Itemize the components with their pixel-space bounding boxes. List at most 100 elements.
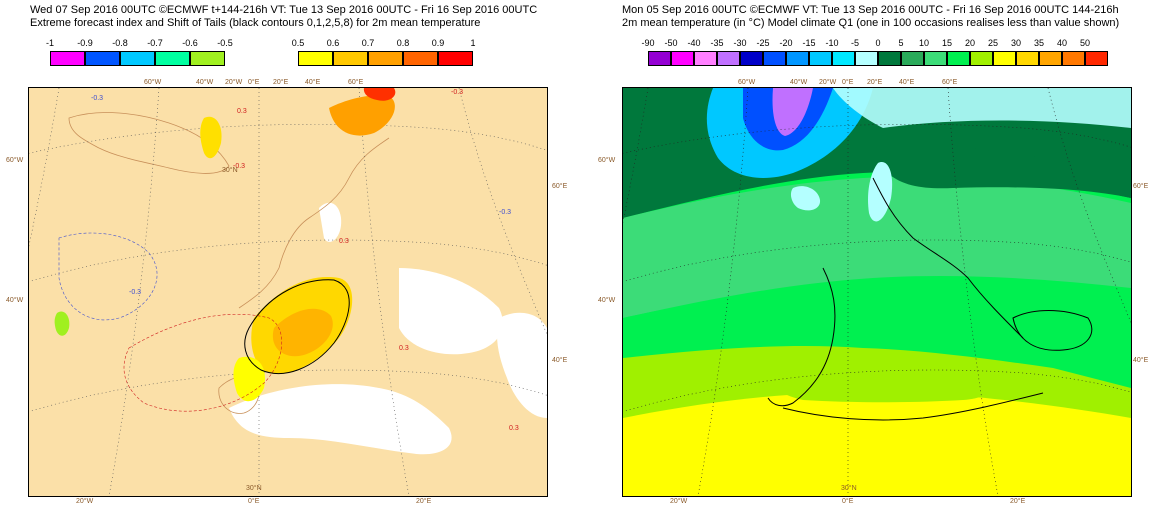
contour-label: 0.3 [509, 425, 519, 432]
greenland-coastline [68, 112, 230, 174]
europe-west-coastline [767, 267, 836, 407]
graticule [623, 88, 1131, 496]
lon-label-top: 20°W [819, 79, 837, 86]
temperature-legend-swatch [1062, 51, 1085, 66]
lon-label-top: 20°E [867, 79, 883, 86]
contour-label: -0.3 [129, 289, 141, 296]
lat-label-inner: 30°N [841, 484, 857, 492]
temperature-legend-tick-label: -25 [756, 38, 770, 48]
temperature-legend-swatch [740, 51, 763, 66]
temperature-legend-tick-label: 40 [1056, 38, 1068, 48]
temperature-legend-swatch [855, 51, 878, 66]
temperature-legend: -90 -50 -40 -35 -30 -25 -20 -15 -10 -5 0 5 10 15 20 25 3… [641, 38, 1108, 70]
contour-label: 0.3 [399, 345, 409, 352]
lon-label-top: 20°W [225, 79, 243, 86]
efi-cool-atlantic [54, 311, 70, 336]
climate-title-line2: 2m mean temperature (in °C) Model climat… [622, 17, 1120, 29]
lon-label-top: 60°E [942, 79, 958, 86]
temperature-legend-swatch [671, 51, 694, 66]
temperature-legend-swatch [648, 51, 671, 66]
lon-label-top: 20°E [273, 79, 289, 86]
temperature-legend-tick-label: -15 [802, 38, 816, 48]
iceland [790, 186, 821, 211]
temperature-legend-swatch [763, 51, 786, 66]
lon-label-bottom: 0°E [842, 498, 854, 505]
efi-neg-legend-swatch [50, 51, 85, 66]
temperature-legend-tick-label: -90 [641, 38, 655, 48]
temperature-legend-tick-label: -20 [779, 38, 793, 48]
temperature-legend-tick-label: 5 [898, 38, 904, 48]
lon-label-top: 60°W [738, 79, 756, 86]
lon-label-top: 60°W [144, 79, 162, 86]
mediterranean-sea [229, 384, 452, 455]
efi-neg-legend-tick-label: -1 [45, 38, 55, 48]
lon-label-bottom: 20°W [76, 498, 94, 505]
lon-label-top: 40°W [790, 79, 808, 86]
lat-label-right: 40°E [552, 357, 568, 364]
efi-pos-legend-tick-label: 0.7 [361, 38, 375, 48]
temperature-legend-swatch [786, 51, 809, 66]
temperature-legend-tick-label: 30 [1010, 38, 1022, 48]
black-sea [399, 268, 503, 355]
efi-positive-legend: 0.5 0.6 0.7 0.8 0.9 1 [292, 38, 478, 70]
efi-neg-legend-tick-label: -0.7 [147, 38, 163, 48]
temperature-legend-tick-label: 20 [964, 38, 976, 48]
lon-label-bottom: 0°E [248, 498, 260, 505]
efi-pos-legend-swatch [438, 51, 473, 66]
scandinavia-cold [873, 144, 1131, 198]
lon-label-top: 0°E [248, 79, 260, 86]
lon-label-bottom: 20°E [416, 498, 432, 505]
contour-label: -0.3 [233, 163, 245, 170]
efi-warm-arctic [329, 95, 395, 136]
lat-label-right: 60°E [552, 183, 568, 190]
lon-label-top: 40°E [305, 79, 321, 86]
europe-coastline [238, 137, 390, 309]
lat-label-left: 60°W [6, 157, 24, 164]
efi-positive-contour [123, 313, 282, 412]
temperature-legend-tick-label: -50 [664, 38, 678, 48]
efi-neg-legend-tick-label: -0.8 [112, 38, 128, 48]
temperature-legend-swatch [970, 51, 993, 66]
lat-label-right: 60°E [1133, 183, 1149, 190]
sot-contour [244, 279, 350, 374]
efi-neg-legend-swatch [155, 51, 190, 66]
lon-label-top: 60°E [348, 79, 364, 86]
efi-warm-core [272, 308, 333, 357]
efi-pos-legend-swatch [368, 51, 403, 66]
efi-pos-legend-tick-label: 0.5 [291, 38, 305, 48]
temperature-legend-swatch [1016, 51, 1039, 66]
climate-map: 30°N [622, 87, 1132, 497]
europe-north-coastline [872, 177, 1024, 339]
lat-label-left: 40°W [598, 297, 616, 304]
climate-title-line1: Mon 05 Sep 2016 00UTC ©ECMWF VT: Tue 13 … [622, 4, 1119, 16]
temperature-legend-swatch [993, 51, 1016, 66]
contour-label: 0.3 [237, 108, 247, 115]
temperature-legend-tick-label: 25 [987, 38, 999, 48]
band-25 [623, 391, 1131, 496]
atlantic-region [29, 128, 270, 496]
lon-label-bottom: 20°W [670, 498, 688, 505]
lat-label-left: 60°W [598, 157, 616, 164]
efi-panel: Wed 07 Sep 2016 00UTC ©ECMWF t+144-216h … [6, 4, 568, 505]
temperature-legend-tick-label: -5 [850, 38, 860, 48]
temperature-legend-swatch [901, 51, 924, 66]
temperature-legend-tick-label: 50 [1079, 38, 1091, 48]
efi-pos-legend-tick-label: 0.9 [431, 38, 445, 48]
efi-pos-legend-tick-label: 0.8 [396, 38, 410, 48]
greenland-coldest [772, 88, 813, 136]
temperature-legend-tick-label: 10 [918, 38, 930, 48]
efi-pos-legend-swatch [333, 51, 368, 66]
contour-label: 0.3 [339, 238, 349, 245]
black-sea-coastline [1012, 310, 1093, 351]
graticule [29, 88, 547, 496]
efi-pos-legend-swatch [403, 51, 438, 66]
mediterranean-band [769, 358, 994, 403]
temperature-legend-swatch [878, 51, 901, 66]
efi-map: -0.3 -0.3 0.3 -0.3 -0.3 0.3 -0.3 0.3 0.3… [28, 87, 548, 497]
efi-pos-legend-tick-label: 1 [470, 38, 476, 48]
efi-negative-contour [58, 232, 158, 321]
temperature-legend-tick-label: -10 [825, 38, 839, 48]
efi-neg-legend-tick-label: -0.9 [77, 38, 93, 48]
efi-neg-legend-swatch [120, 51, 155, 66]
temperature-legend-swatch [1085, 51, 1108, 66]
